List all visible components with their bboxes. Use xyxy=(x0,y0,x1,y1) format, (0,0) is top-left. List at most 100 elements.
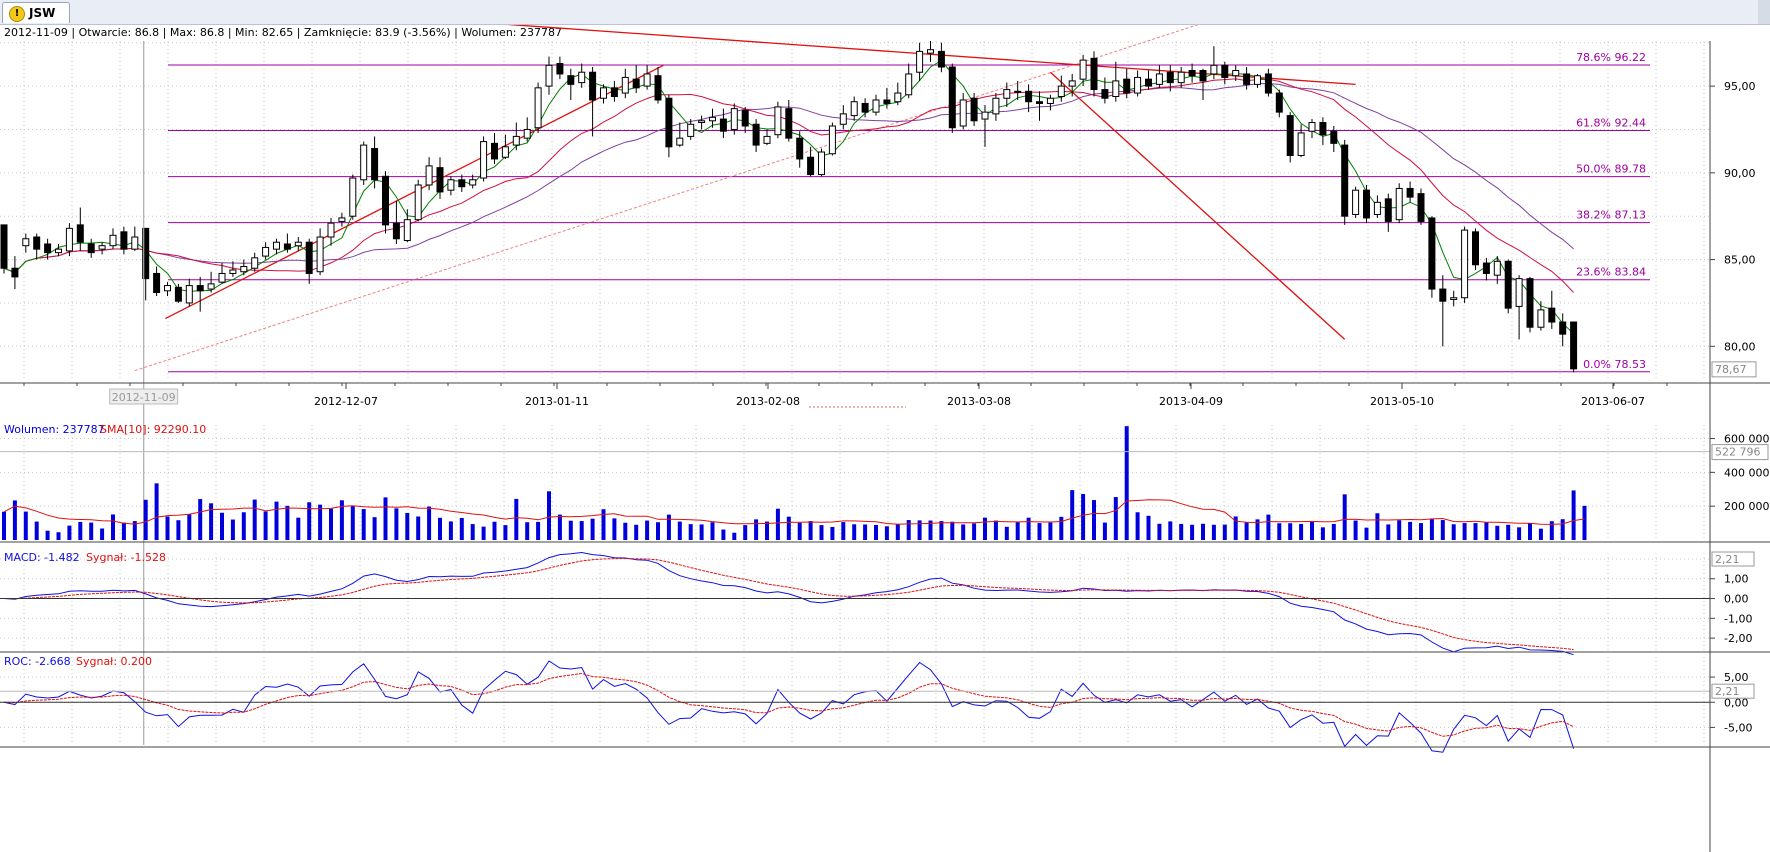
candle-down[interactable] xyxy=(1221,64,1229,78)
candle-up[interactable] xyxy=(109,234,117,247)
candle-down[interactable] xyxy=(1199,69,1207,82)
candle-down[interactable] xyxy=(1166,71,1174,84)
candle-up[interactable] xyxy=(316,236,324,273)
candle-up[interactable] xyxy=(828,125,836,155)
candle-down[interactable] xyxy=(1472,231,1479,266)
candle-down[interactable] xyxy=(632,78,640,89)
candle-up[interactable] xyxy=(55,248,62,254)
candle-down[interactable] xyxy=(382,175,389,226)
candle-down[interactable] xyxy=(1570,321,1578,370)
candle-down[interactable] xyxy=(142,227,150,280)
candle-up[interactable] xyxy=(1373,201,1381,215)
candle-up[interactable] xyxy=(22,238,30,247)
candle-up[interactable] xyxy=(403,219,411,241)
candle-up[interactable] xyxy=(1515,278,1523,307)
candle-up[interactable] xyxy=(338,217,346,222)
candle-up[interactable] xyxy=(698,120,706,124)
candle-down[interactable] xyxy=(1384,198,1392,222)
candle-down[interactable] xyxy=(76,224,84,243)
candle-up[interactable] xyxy=(218,272,226,283)
candle-up[interactable] xyxy=(262,246,270,257)
candle-up[interactable] xyxy=(1014,90,1022,93)
candle-down[interactable] xyxy=(1243,73,1251,85)
candle-down[interactable] xyxy=(283,243,291,250)
candle-up[interactable] xyxy=(872,99,880,113)
candle-down[interactable] xyxy=(491,142,498,160)
candle-up[interactable] xyxy=(229,269,237,274)
candle-down[interactable] xyxy=(589,71,597,101)
candle-down[interactable] xyxy=(1428,217,1436,290)
candle-down[interactable] xyxy=(305,241,313,274)
candle-up[interactable] xyxy=(1046,97,1054,104)
candle-down[interactable] xyxy=(937,50,945,68)
candle-down[interactable] xyxy=(807,156,815,176)
tab-jsw[interactable]: ! JSW xyxy=(2,2,70,23)
candle-up[interactable] xyxy=(1537,309,1545,328)
candle-down[interactable] xyxy=(741,109,749,127)
candle-down[interactable] xyxy=(371,148,379,181)
candle-up[interactable] xyxy=(1134,76,1142,94)
candle-up[interactable] xyxy=(349,177,357,217)
candle-up[interactable] xyxy=(818,151,825,176)
candle-down[interactable] xyxy=(970,97,978,122)
candle-down[interactable] xyxy=(458,179,466,188)
candle-up[interactable] xyxy=(905,73,913,96)
candle-up[interactable] xyxy=(1493,260,1501,276)
candle-up[interactable] xyxy=(185,285,193,304)
candle-down[interactable] xyxy=(1363,189,1370,219)
stock-chart[interactable]: 2012-11-09 | Otwarcie: 86.8 | Max: 86.8 … xyxy=(0,25,1770,852)
candle-down[interactable] xyxy=(610,87,618,98)
candle-up[interactable] xyxy=(1112,80,1120,98)
candle-up[interactable] xyxy=(534,87,542,129)
candle-down[interactable] xyxy=(1341,144,1349,217)
candle-up[interactable] xyxy=(414,184,422,221)
candle-down[interactable] xyxy=(1275,92,1283,113)
candle-up[interactable] xyxy=(709,116,716,122)
candle-up[interactable] xyxy=(1232,69,1240,77)
candle-up[interactable] xyxy=(621,76,629,94)
candle-down[interactable] xyxy=(1025,90,1033,103)
candle-up[interactable] xyxy=(545,64,553,87)
candle-up[interactable] xyxy=(1057,85,1065,98)
candle-up[interactable] xyxy=(959,99,967,127)
candle-up[interactable] xyxy=(643,73,651,87)
candle-up[interactable] xyxy=(469,179,477,186)
candle-up[interactable] xyxy=(240,266,248,273)
candle-up[interactable] xyxy=(1003,89,1011,99)
candle-down[interactable] xyxy=(1439,288,1447,302)
candle-down[interactable] xyxy=(1286,115,1294,156)
candle-up[interactable] xyxy=(501,146,509,158)
candle-up[interactable] xyxy=(273,241,280,250)
candle-up[interactable] xyxy=(1352,189,1360,215)
candle-up[interactable] xyxy=(676,137,684,146)
candle-up[interactable] xyxy=(1177,71,1185,84)
candle-down[interactable] xyxy=(883,99,891,104)
candle-down[interactable] xyxy=(44,243,52,254)
candle-down[interactable] xyxy=(654,75,662,101)
candle-down[interactable] xyxy=(1482,262,1490,274)
candle-up[interactable] xyxy=(1155,73,1163,85)
downtrend-line[interactable] xyxy=(1049,71,1346,340)
candle-down[interactable] xyxy=(1101,89,1109,99)
candle-down[interactable] xyxy=(120,231,128,250)
candle-down[interactable] xyxy=(1188,69,1196,77)
uptrend-line[interactable] xyxy=(165,64,664,320)
candle-down[interactable] xyxy=(1559,321,1567,335)
candle-up[interactable] xyxy=(839,113,847,125)
candle-up[interactable] xyxy=(1079,59,1087,80)
candle-up[interactable] xyxy=(251,257,259,269)
candle-down[interactable] xyxy=(861,102,869,113)
candle-up[interactable] xyxy=(1210,64,1218,75)
candle-down[interactable] xyxy=(948,66,956,129)
candle-down[interactable] xyxy=(1504,260,1512,309)
candle-down[interactable] xyxy=(556,63,564,75)
candle-up[interactable] xyxy=(600,87,607,99)
candle-down[interactable] xyxy=(752,123,760,146)
candle-up[interactable] xyxy=(730,108,738,130)
candle-down[interactable] xyxy=(785,108,793,139)
candle-up[interactable] xyxy=(480,141,488,179)
candle-down[interactable] xyxy=(1319,122,1327,136)
candle-down[interactable] xyxy=(665,97,673,148)
candle-down[interactable] xyxy=(0,224,8,269)
candle-up[interactable] xyxy=(1068,80,1076,87)
